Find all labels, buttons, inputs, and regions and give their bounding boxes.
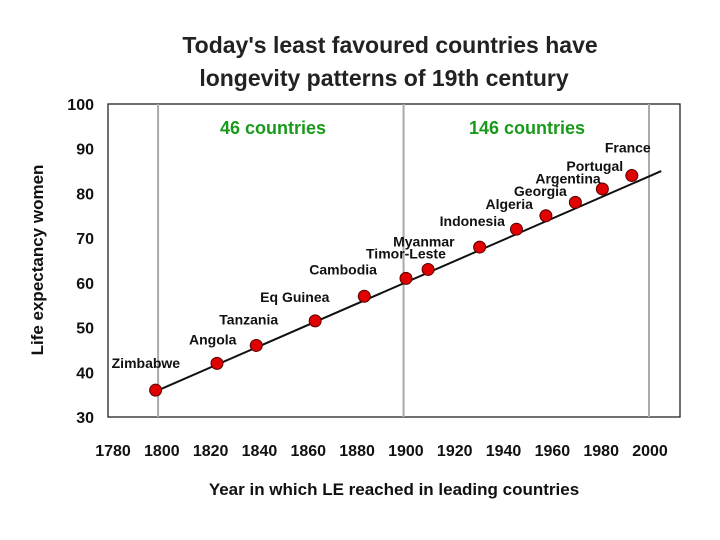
data-label-tanzania: Tanzania (219, 311, 278, 327)
data-point-zimbabwe (149, 383, 163, 397)
y-tick-label-90: 90 (76, 142, 94, 159)
data-point-portugal (595, 182, 609, 196)
y-tick-label-30: 30 (76, 410, 94, 427)
data-point-georgia (539, 209, 553, 223)
data-label-france: France (605, 140, 651, 156)
x-tick-label-1960: 1960 (535, 443, 571, 460)
data-label-timor-leste: Timor-Leste (366, 245, 446, 261)
data-point-france (625, 169, 639, 183)
x-tick-label-1880: 1880 (339, 443, 375, 460)
data-point-indonesia (473, 240, 487, 254)
group-label-1: 46 countries (220, 118, 326, 138)
x-axis-label: Year in which LE reached in leading coun… (209, 480, 579, 499)
data-point-tanzania (249, 338, 263, 352)
chart-title-line-2: longevity patterns of 19th century (199, 65, 569, 91)
data-point-myanmar (421, 262, 435, 276)
y-tick-label-40: 40 (76, 365, 94, 382)
chart-title-line-1: Today's least favoured countries have (182, 32, 597, 58)
data-label-argentina: Argentina (535, 170, 601, 186)
data-point-timor-leste (399, 271, 413, 285)
x-tick-label-2000: 2000 (632, 443, 668, 460)
plot-layer: 30 40 50 60 70 80 90 100 1780 1800 1820 1840 1860 188… (67, 97, 681, 460)
x-tick-label-1940: 1940 (486, 443, 522, 460)
y-tick-label-60: 60 (76, 276, 94, 293)
y-tick-label-50: 50 (76, 321, 94, 338)
data-point-argentina (568, 195, 582, 209)
x-tick-label-1920: 1920 (437, 443, 473, 460)
data-label-myanmar: Myanmar (393, 233, 455, 249)
x-tick-label-1980: 1980 (583, 443, 619, 460)
x-tick-label-1820: 1820 (193, 443, 229, 460)
data-label-angola: Angola (189, 331, 237, 347)
data-label-zimbabwe: Zimbabwe (112, 355, 181, 371)
x-tick-label-1900: 1900 (388, 443, 424, 460)
data-label-georgia: Georgia (514, 183, 567, 199)
x-tick-label-1800: 1800 (144, 443, 180, 460)
x-tick-label-1840: 1840 (242, 443, 278, 460)
data-point-angola (210, 356, 224, 370)
y-tick-label-70: 70 (76, 231, 94, 248)
data-label-indonesia: Indonesia (440, 213, 506, 229)
group-label-2: 146 countries (469, 118, 585, 138)
y-tick-label-100: 100 (67, 97, 94, 114)
data-label-cambodia: Cambodia (309, 261, 377, 277)
data-label-portugal: Portugal (566, 158, 623, 174)
y-axis-label: Life expectancy women (28, 165, 47, 356)
data-label-algeria: Algeria (485, 196, 533, 212)
data-point-cambodia (357, 289, 371, 303)
plot-frame (107, 103, 681, 418)
x-tick-label-1860: 1860 (290, 443, 326, 460)
data-point-algeria (509, 222, 523, 236)
data-label-eq-guinea: Eq Guinea (260, 289, 329, 305)
x-tick-label-1780: 1780 (95, 443, 131, 460)
data-point-eq-guinea (308, 314, 322, 328)
y-tick-label-80: 80 (76, 186, 94, 203)
